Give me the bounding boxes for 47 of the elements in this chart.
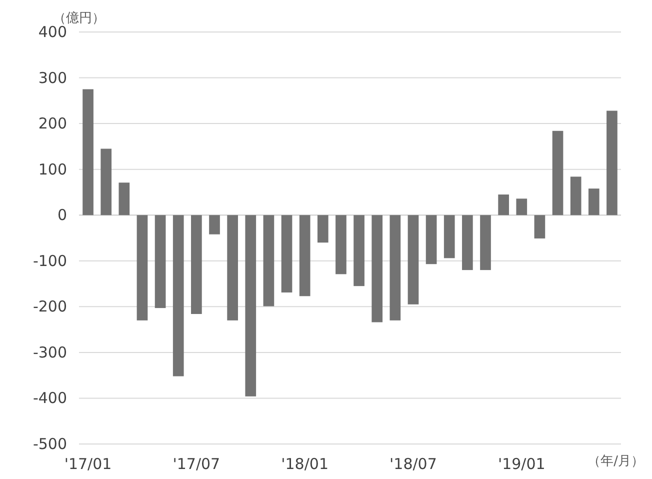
- bar: [336, 215, 346, 274]
- bar: [136, 215, 148, 320]
- bar: [552, 130, 564, 216]
- bar: [82, 89, 94, 216]
- x-axis-title: （年/月）: [588, 454, 644, 469]
- bar: [588, 188, 600, 216]
- x-tick-label: '17/01: [64, 455, 112, 473]
- bar: [281, 215, 292, 292]
- bar: [245, 215, 256, 396]
- y-tick-label: 100: [38, 160, 67, 178]
- x-tick-label: '18/01: [281, 455, 329, 473]
- y-tick-label: -100: [32, 252, 67, 270]
- y-tick-label: 200: [38, 114, 67, 133]
- bar: [191, 215, 202, 314]
- bar: [534, 215, 546, 238]
- y-axis-title: （億円）: [53, 11, 105, 26]
- y-tick-label: -500: [32, 435, 67, 453]
- bar: [172, 215, 184, 376]
- bar: [209, 215, 220, 234]
- y-tick-label: -300: [32, 343, 67, 362]
- x-tick-label: '17/07: [172, 455, 220, 473]
- bar: [390, 215, 401, 320]
- bar: [426, 215, 437, 264]
- bar: [354, 215, 364, 286]
- bar: [118, 182, 130, 216]
- bar: [480, 215, 491, 270]
- x-tick-label: '18/07: [390, 455, 437, 473]
- bar: [516, 198, 528, 216]
- x-tick-label: '19/01: [498, 455, 546, 473]
- y-tick-label: 400: [38, 23, 67, 41]
- bar: [408, 215, 419, 304]
- bar: [227, 215, 238, 320]
- bar: [263, 215, 274, 306]
- bar: [372, 215, 383, 322]
- bar: [299, 215, 310, 296]
- bar: [498, 194, 509, 216]
- bar: [570, 176, 582, 216]
- y-tick-label: -400: [32, 389, 67, 408]
- bar: [100, 148, 112, 216]
- y-tick-label: -200: [32, 298, 67, 316]
- bar: [606, 110, 618, 216]
- bar: [444, 215, 455, 258]
- y-tick-label: 300: [38, 68, 67, 87]
- y-tick-label: 0: [57, 206, 67, 224]
- bar: [462, 215, 473, 270]
- bar: [154, 215, 166, 308]
- bar: [317, 215, 328, 243]
